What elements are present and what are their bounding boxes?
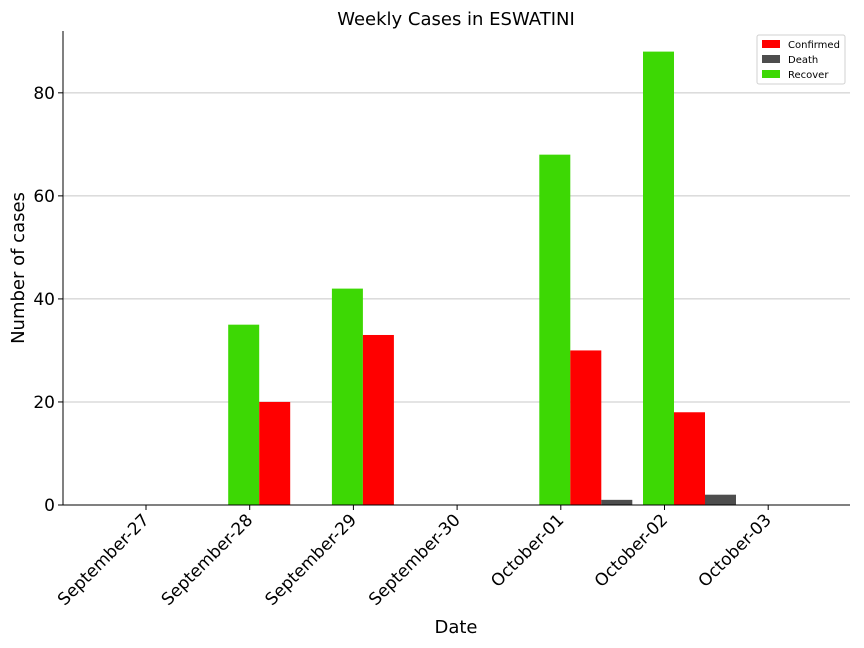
axes-group [62, 31, 850, 506]
y-tick-label: 0 [44, 496, 55, 516]
legend-label-confirmed: Confirmed [788, 40, 840, 51]
legend-swatch-recover [762, 70, 780, 78]
grid-lines [63, 92, 850, 403]
bar-recover-2 [331, 288, 363, 505]
bar-confirmed-2 [362, 334, 394, 505]
y-tick-label: 40 [33, 290, 55, 310]
bars-group [228, 51, 736, 506]
x-tick-label: October-01 [487, 510, 568, 591]
bar-recover-4 [539, 154, 571, 506]
legend-swatch-death [762, 55, 780, 63]
y-tick-label: 20 [33, 393, 55, 413]
x-axis-label: Date [434, 617, 477, 638]
bar-recover-1 [228, 324, 260, 505]
x-tick-label: October-03 [695, 510, 776, 591]
x-tick-label: October-02 [591, 510, 672, 591]
legend-label-death: Death [788, 55, 818, 66]
x-tick-label: September-28 [158, 510, 257, 609]
legend: Confirmed Death Recover [756, 34, 846, 85]
y-tick-labels: 0 20 40 60 80 [33, 84, 63, 516]
y-axis-label: Number of cases [8, 192, 29, 344]
x-tick-label: September-27 [54, 510, 153, 609]
bar-death-4 [601, 499, 633, 505]
bar-recover-5 [643, 51, 674, 505]
y-tick-label: 80 [33, 84, 55, 104]
bar-confirmed-5 [674, 412, 705, 505]
x-tick-label: September-29 [261, 510, 360, 609]
x-tick-labels: September-27 September-28 September-29 Sept… [54, 505, 776, 610]
bar-confirmed-4 [570, 350, 602, 505]
bar-death-5 [705, 494, 736, 505]
legend-label-recover: Recover [788, 70, 829, 81]
x-tick-label: September-30 [365, 510, 464, 609]
y-tick-label: 60 [33, 187, 55, 207]
legend-swatch-confirmed [762, 40, 780, 48]
bar-confirmed-1 [259, 401, 291, 505]
chart-title: Weekly Cases in ESWATINI [337, 9, 575, 30]
